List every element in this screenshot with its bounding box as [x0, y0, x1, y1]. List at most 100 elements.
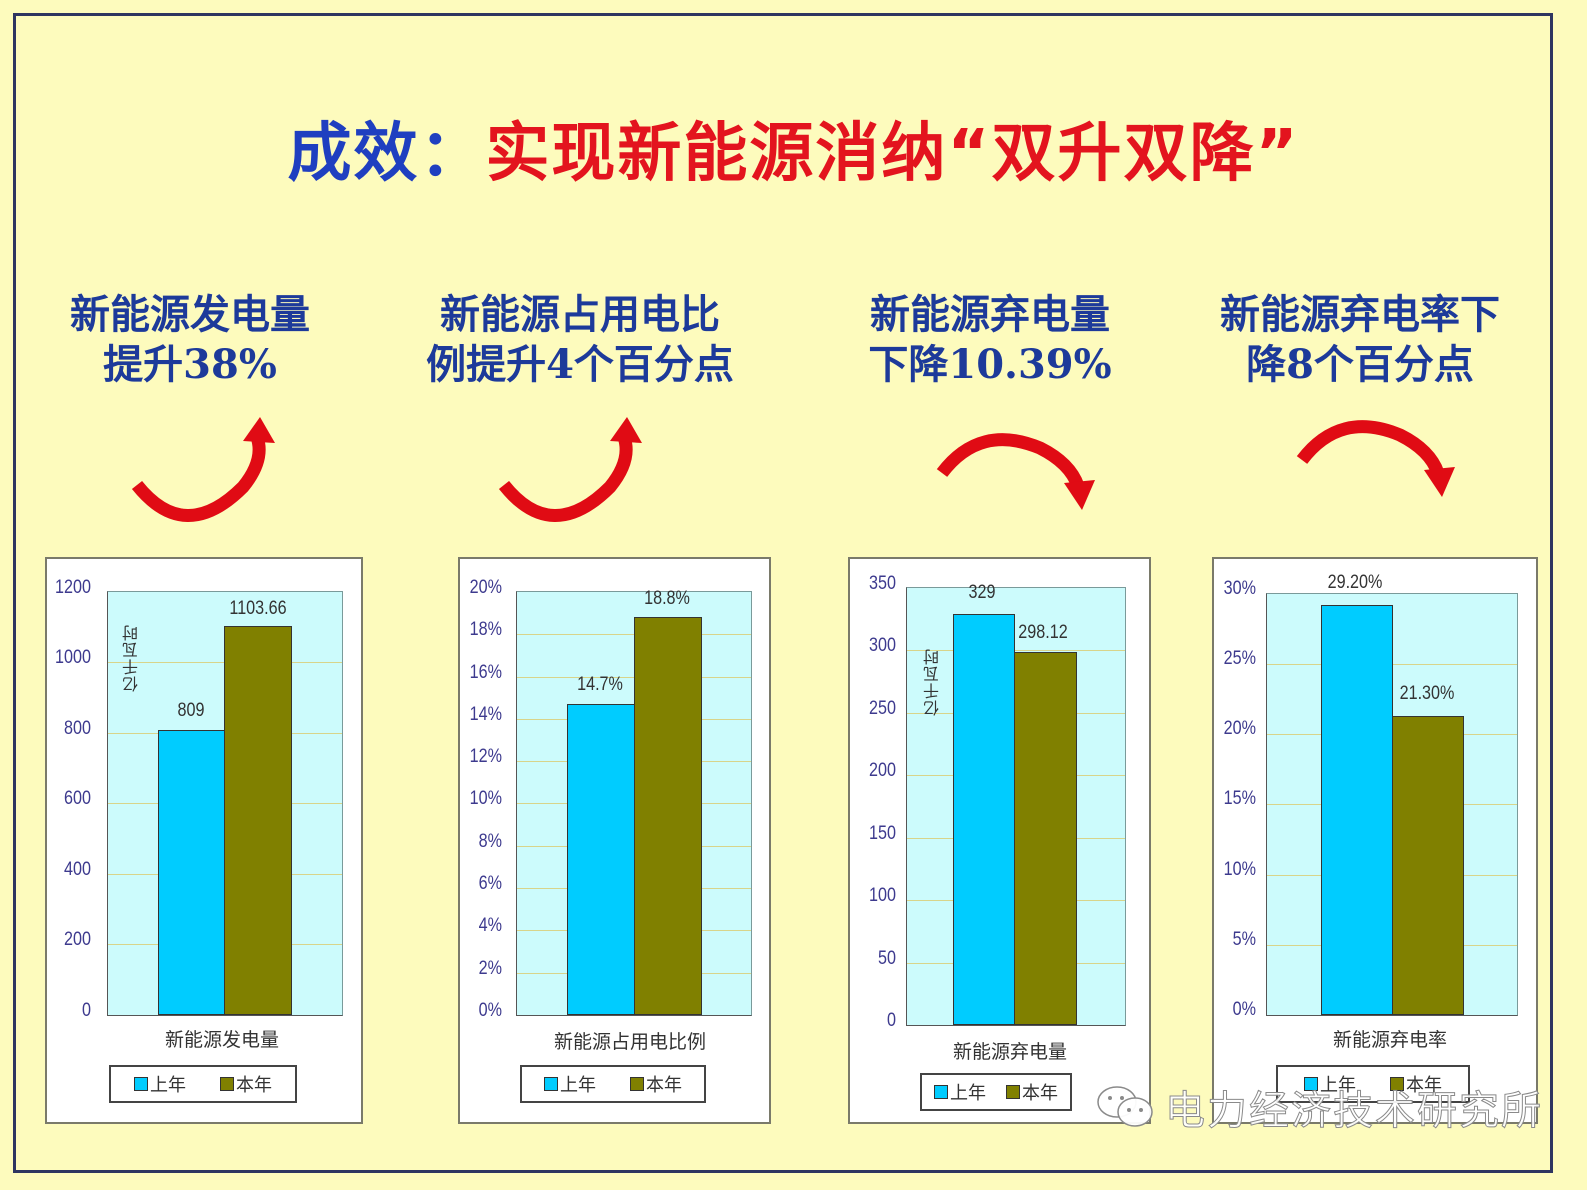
y-tick: 16%: [469, 662, 502, 683]
y-tick: 350: [869, 573, 896, 594]
legend-label-prev: 上年: [560, 1075, 596, 1096]
curved-arrow-up-icon: [498, 417, 642, 522]
y-tick: 0%: [1232, 999, 1256, 1020]
value-label: 21.30%: [1399, 683, 1455, 704]
legend-label-prev: 上年: [950, 1083, 986, 1104]
y-tick: 15%: [1223, 788, 1256, 809]
legend-label-curr: 本年: [1022, 1083, 1058, 1104]
value-label: 809: [177, 700, 205, 721]
plot-area: 809 1103.66 亿千瓦时: [107, 591, 343, 1016]
chart-panel-curtailment: 329 298.12 亿千瓦时 350 300 250 200 150 100 …: [848, 557, 1151, 1124]
headline-curtailment-rate: 新能源弃电率下 降8个百分点: [1200, 290, 1520, 390]
chart-panel-share: 14.7% 18.8% 20% 18% 16% 14% 12% 10% 8% 6…: [458, 557, 771, 1124]
plot-area: 14.7% 18.8%: [516, 588, 752, 1016]
x-category-label: 新能源发电量: [164, 1029, 279, 1051]
chart-legend: 上年 本年: [520, 1065, 706, 1103]
chart-legend: 上年 本年: [920, 1073, 1072, 1111]
legend-swatch-curr: [630, 1077, 644, 1091]
y-tick: 200: [869, 760, 896, 781]
headline-line2: 例提升4个百分点: [426, 341, 734, 388]
y-tick: 300: [869, 635, 896, 656]
value-label: 14.7%: [577, 674, 623, 695]
legend-swatch-prev: [544, 1077, 558, 1091]
y-tick: 50: [878, 948, 896, 969]
value-label: 298.12: [1018, 622, 1068, 643]
legend-label-curr: 本年: [646, 1075, 682, 1096]
y-tick: 4%: [478, 915, 502, 936]
headline-line2: 提升38%: [103, 341, 277, 388]
legend-swatch-prev: [934, 1085, 948, 1099]
value-label: 1103.66: [229, 598, 287, 619]
legend-label-prev: 上年: [1320, 1075, 1356, 1096]
y-tick: 14%: [469, 704, 502, 725]
y-tick: 100: [869, 885, 896, 906]
y-tick: 250: [869, 698, 896, 719]
headline-share: 新能源占用电比 例提升4个百分点: [410, 290, 750, 390]
headline-line1: 新能源弃电量: [870, 291, 1110, 338]
y-tick: 1000: [55, 647, 91, 668]
legend-label-curr: 本年: [1406, 1075, 1442, 1096]
y-tick: 30%: [1223, 578, 1256, 599]
headline-line2: 降8个百分点: [1246, 341, 1474, 388]
x-category-label: 新能源弃电量: [952, 1041, 1067, 1063]
legend-label-prev: 上年: [150, 1075, 186, 1096]
legend-swatch-prev: [1304, 1077, 1318, 1091]
y-tick: 0: [887, 1010, 896, 1031]
y-tick: 10%: [469, 788, 502, 809]
legend-swatch-curr: [1006, 1085, 1020, 1099]
curved-arrow-down-icon: [1296, 420, 1455, 497]
y-tick: 12%: [469, 746, 502, 767]
y-tick: 6%: [478, 873, 502, 894]
y-tick: 200: [64, 929, 91, 950]
legend-swatch-prev: [134, 1077, 148, 1091]
legend-swatch-curr: [220, 1077, 234, 1091]
value-label: 329: [968, 582, 996, 603]
bar-prev-year: [567, 704, 635, 1015]
y-tick: 1200: [55, 577, 91, 598]
wechat-icon: [1097, 1086, 1153, 1127]
y-axis-unit: 亿千瓦时: [923, 648, 942, 716]
bar-prev-year: [953, 614, 1015, 1025]
curved-arrow-down-icon: [936, 433, 1095, 510]
y-tick: 20%: [1223, 718, 1256, 739]
x-category-label: 新能源占用电比例: [553, 1031, 706, 1053]
headline-generation: 新能源发电量 提升38%: [40, 290, 340, 390]
y-tick: 5%: [1232, 929, 1256, 950]
bar-current-year: [1392, 716, 1464, 1015]
bar-prev-year: [1321, 605, 1393, 1015]
headline-line1: 新能源弃电率下: [1220, 291, 1500, 338]
x-category-label: 新能源弃电率: [1332, 1029, 1447, 1051]
bar-current-year: [1014, 652, 1077, 1025]
value-label: 18.8%: [644, 588, 690, 609]
bar-prev-year: [158, 730, 225, 1015]
legend-swatch-curr: [1390, 1077, 1404, 1091]
title-main: 实现新能源消纳“双升双降”: [485, 117, 1300, 191]
y-tick: 18%: [469, 619, 502, 640]
y-tick: 600: [64, 788, 91, 809]
curved-arrow-up-icon: [131, 417, 275, 522]
watermark: 电力经济技术研究所: [1095, 1078, 1543, 1136]
chart-panel-generation: 809 1103.66 亿千瓦时 1200 1000 800 600 400 2…: [45, 557, 363, 1124]
y-tick: 25%: [1223, 648, 1256, 669]
plot-area: 329 298.12 亿千瓦时: [906, 582, 1126, 1026]
value-label: 29.20%: [1327, 572, 1383, 593]
chart-panel-curtailment-rate: 29.20% 21.30% 30% 25% 20% 15% 10% 5% 0% …: [1212, 557, 1538, 1124]
y-axis-unit: 亿千瓦时: [122, 624, 141, 692]
headline-line2: 下降10.39%: [868, 341, 1112, 388]
y-tick: 150: [869, 823, 896, 844]
y-tick: 10%: [1223, 859, 1256, 880]
y-tick: 0%: [478, 1000, 502, 1021]
y-tick: 800: [64, 718, 91, 739]
y-tick: 0: [82, 1000, 91, 1021]
headline-line1: 新能源占用电比: [440, 291, 720, 338]
chart-legend: 上年 本年: [109, 1065, 297, 1103]
headline-line1: 新能源发电量: [70, 291, 310, 338]
y-tick: 2%: [478, 958, 502, 979]
legend-label-curr: 本年: [236, 1075, 272, 1096]
bar-current-year: [224, 626, 292, 1015]
y-tick: 400: [64, 859, 91, 880]
headline-curtailment: 新能源弃电量 下降10.39%: [840, 290, 1140, 390]
bar-current-year: [634, 617, 702, 1015]
slide-title: 成效：实现新能源消纳“双升双降”: [0, 102, 1587, 194]
y-tick: 8%: [478, 831, 502, 852]
